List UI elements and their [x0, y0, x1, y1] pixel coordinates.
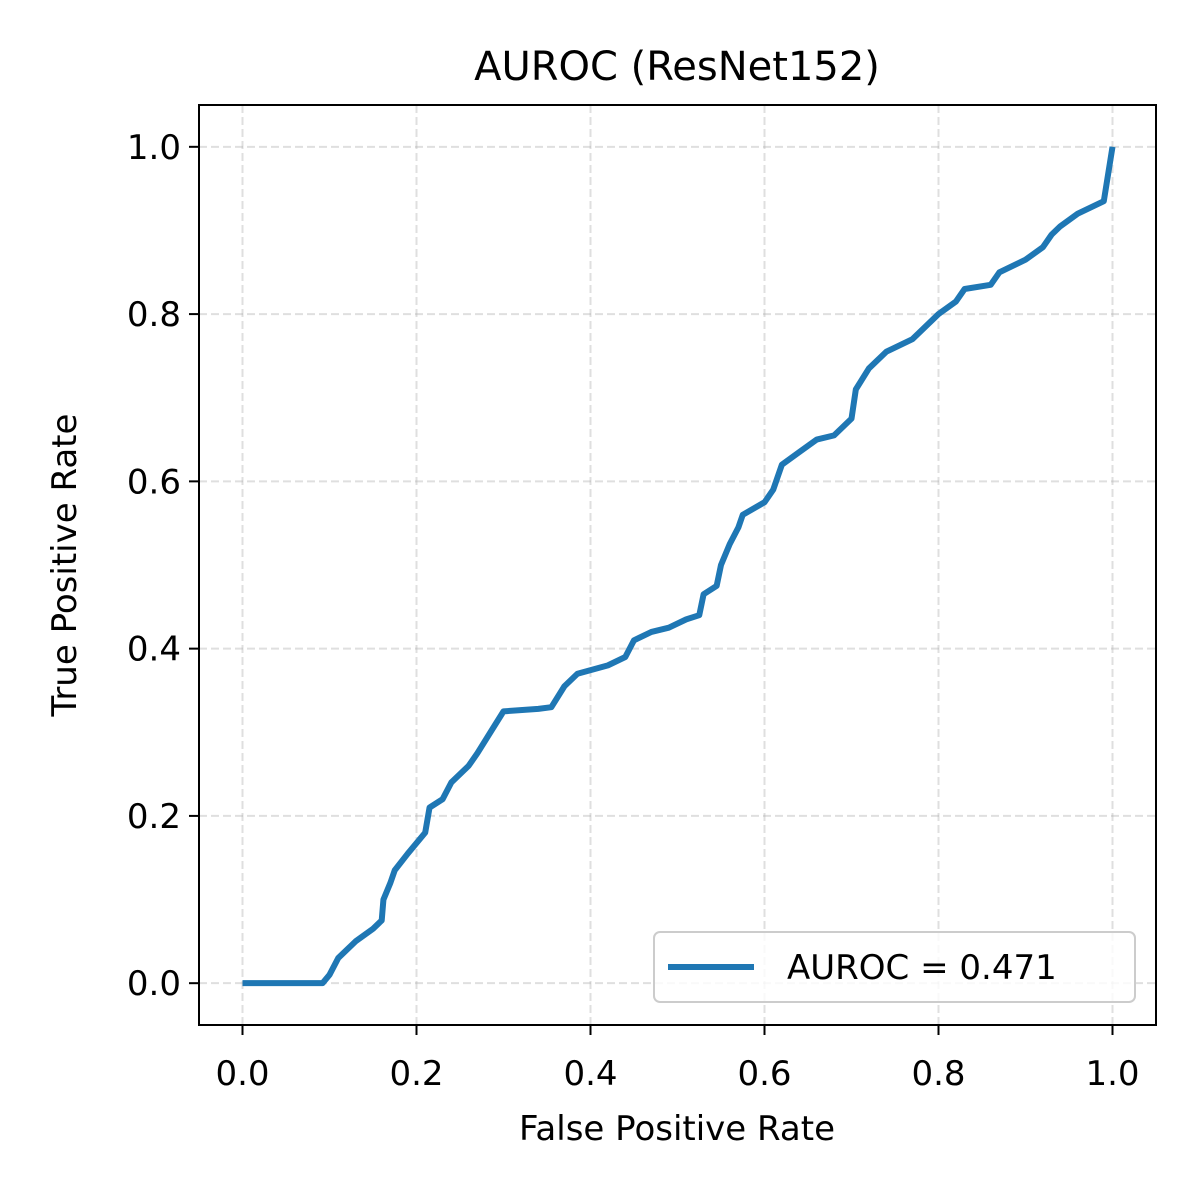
- x-tick-label: 0.0: [215, 1054, 269, 1094]
- y-axis-label: True Positive Rate: [45, 414, 85, 718]
- x-tick-label: 0.4: [563, 1054, 617, 1094]
- x-tick-label: 0.8: [911, 1054, 965, 1094]
- roc-line: [242, 146, 1116, 987]
- x-tick-label: 0.2: [389, 1054, 443, 1094]
- x-tick-label: 1.0: [1085, 1054, 1139, 1094]
- x-axis-label: False Positive Rate: [519, 1109, 835, 1149]
- y-tick-label: 0.8: [127, 295, 181, 335]
- legend-box: [653, 931, 1136, 1003]
- y-tick-label: 0.2: [127, 797, 181, 837]
- y-tick-label: 1.0: [127, 128, 181, 168]
- y-tick-label: 0.0: [127, 964, 181, 1004]
- y-tick-label: 0.6: [127, 462, 181, 502]
- chart-title: AUROC (ResNet152): [474, 44, 880, 90]
- x-tick-label: 0.6: [737, 1054, 791, 1094]
- plot-frame: [198, 104, 1157, 1026]
- y-tick-label: 0.4: [127, 630, 181, 670]
- legend-label: AUROC = 0.471: [787, 948, 1057, 988]
